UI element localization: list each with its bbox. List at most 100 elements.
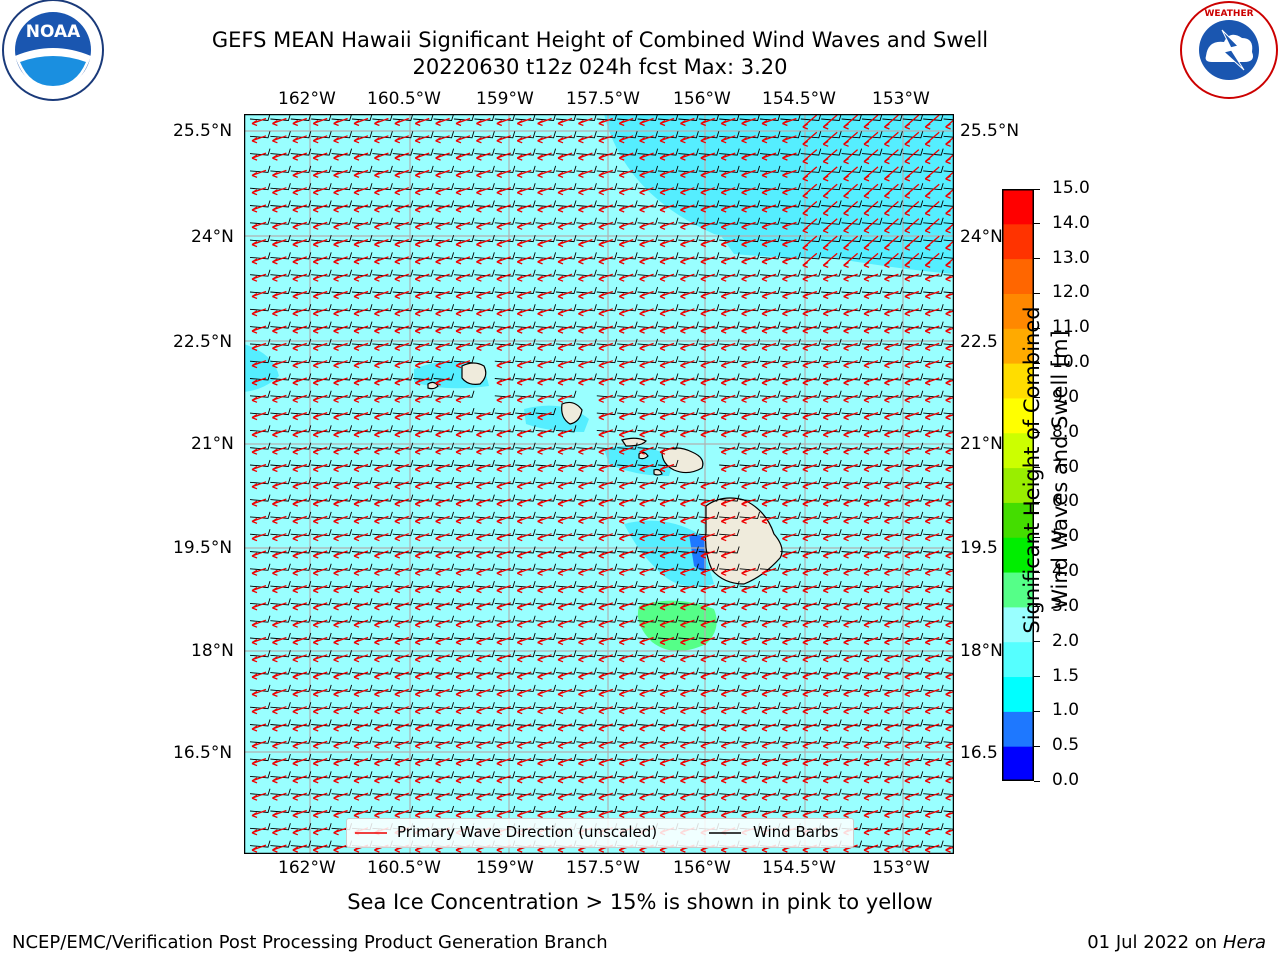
wind-barb: [923, 252, 944, 260]
wave-arrow: [843, 218, 859, 234]
wind-barb: [780, 788, 801, 796]
wind-barb: [943, 343, 954, 346]
wave-arrow: [496, 463, 512, 473]
wave-arrow: [822, 149, 838, 165]
wave-arrow: [578, 238, 593, 248]
wind-barb: [290, 753, 312, 762]
wave-arrow: [883, 201, 899, 217]
colorbar-tick: [1034, 258, 1040, 260]
wave-arrow: [414, 273, 430, 282]
wind-barb: [453, 269, 475, 277]
wind-barb: [413, 459, 434, 467]
wave-arrow: [782, 481, 797, 490]
wave-arrow: [312, 394, 328, 403]
wind-barb: [780, 165, 801, 173]
wind-barb: [780, 200, 801, 208]
wind-barb: [555, 529, 577, 537]
wind-barb: [576, 373, 597, 381]
wave-arrow: [904, 308, 920, 317]
wave-arrow: [863, 342, 879, 352]
wind-barb: [759, 390, 781, 398]
wind-barb: [249, 702, 271, 710]
wave-arrow: [557, 187, 573, 196]
wind-barb: [555, 373, 577, 381]
wind-barb: [739, 200, 761, 208]
wave-arrow: [537, 567, 552, 576]
wind-barb: [515, 425, 536, 433]
wind-barb: [943, 602, 954, 605]
wave-arrow: [618, 411, 634, 421]
wind-barb: [617, 753, 638, 762]
wind-barb: [719, 217, 740, 225]
wind-barb: [576, 632, 597, 640]
wind-barb: [372, 200, 393, 208]
wave-arrow: [883, 183, 899, 199]
wind-barb: [698, 321, 720, 329]
wave-arrow: [618, 117, 634, 127]
wind-barb: [739, 217, 761, 225]
wind-barb: [576, 753, 597, 762]
wind-barb: [800, 200, 822, 208]
wave-arrow: [312, 238, 328, 248]
wind-barb: [637, 477, 659, 485]
wave-arrow: [822, 723, 838, 732]
wind-barb: [494, 269, 516, 277]
wave-arrow: [374, 238, 389, 248]
wave-arrow: [598, 463, 614, 473]
wind-barb: [637, 632, 659, 640]
wave-arrow: [537, 308, 552, 317]
wind-barb: [902, 771, 924, 779]
wind-barb: [821, 234, 842, 243]
wind-barb: [719, 615, 740, 623]
wind-barb: [494, 632, 516, 640]
wind-barb: [515, 442, 536, 450]
wave-arrow: [680, 429, 695, 438]
wave-arrow: [578, 152, 593, 161]
wave-arrow: [741, 360, 756, 369]
wind-barb: [433, 753, 455, 762]
wind-barb: [821, 563, 842, 571]
wind-barb: [535, 407, 557, 416]
wave-arrow: [435, 740, 450, 749]
colorbar-tick: [1034, 223, 1040, 225]
wave-arrow: [761, 411, 777, 421]
wind-barb: [555, 286, 577, 294]
wave-arrow: [496, 481, 512, 490]
wind-barb: [494, 615, 516, 623]
wind-barb: [657, 494, 679, 502]
wave-arrow: [863, 166, 879, 182]
wave-arrow: [496, 723, 512, 732]
wind-barb: [739, 234, 761, 243]
wind-barb: [494, 200, 516, 208]
wave-arrow: [292, 463, 308, 473]
wave-arrow: [924, 308, 940, 317]
wave-arrow: [822, 654, 838, 663]
wave-arrow: [374, 446, 389, 455]
wind-barb: [494, 442, 516, 450]
wind-barb: [637, 667, 659, 675]
wind-barb: [311, 598, 332, 606]
wind-barb: [943, 585, 954, 588]
wind-barb: [433, 321, 455, 329]
wind-barb: [678, 598, 699, 606]
chart-title: GEFS MEAN Hawaii Significant Height of C…: [211, 28, 989, 52]
wind-barb: [800, 459, 822, 467]
wave-arrow: [578, 360, 593, 369]
wave-arrow: [353, 481, 369, 490]
wind-barb: [657, 805, 679, 813]
wind-barb: [270, 390, 291, 398]
wave-arrow: [496, 706, 512, 715]
wave-arrow: [782, 463, 797, 473]
wave-arrow: [639, 342, 654, 352]
wind-barb: [372, 269, 393, 277]
wind-barb: [311, 667, 332, 675]
wind-barb: [290, 114, 312, 121]
wind-barb: [290, 736, 312, 744]
wind-barb: [515, 338, 536, 346]
wind-barb: [453, 494, 475, 502]
wind-barb: [821, 286, 842, 294]
wave-arrow: [680, 308, 695, 317]
wind-barb: [331, 511, 353, 519]
wind-barb: [943, 654, 954, 657]
wind-barb: [413, 788, 434, 796]
